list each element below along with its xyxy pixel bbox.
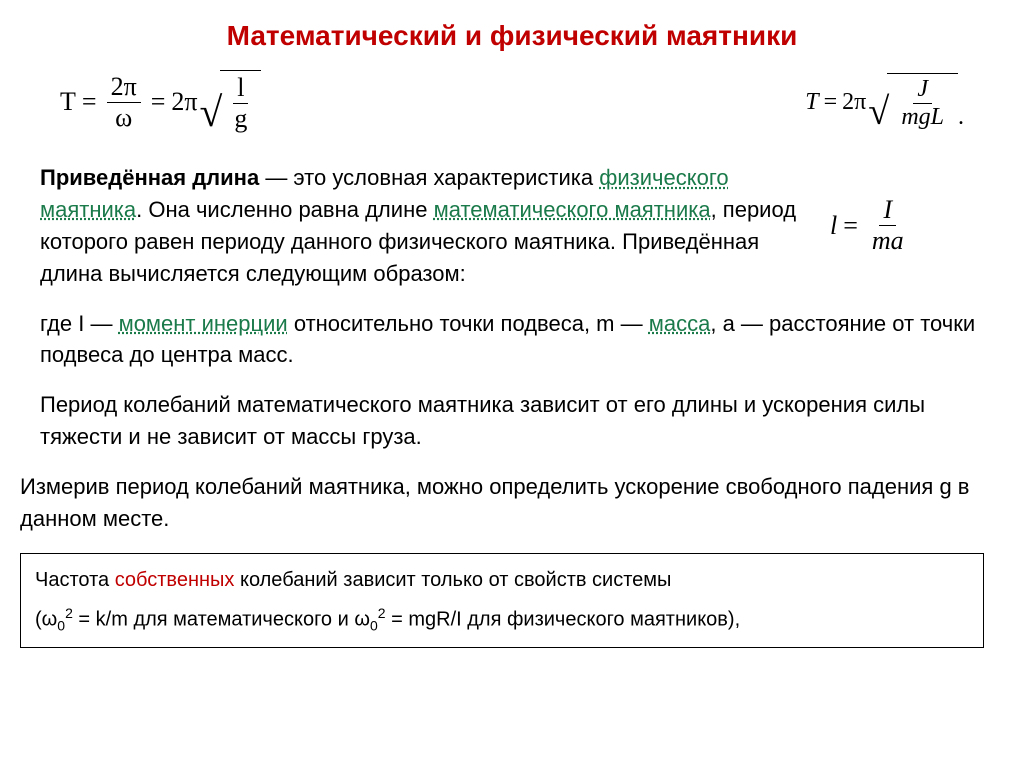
paragraph-4: Измерив период колебаний маятника, можно… [20, 471, 984, 535]
num-l: l [233, 73, 248, 104]
box-sup1: 2 [65, 605, 73, 621]
paragraph-2: где I — момент инерции относительно точк… [40, 308, 984, 372]
sqrt-sign-icon: √ [200, 92, 223, 134]
sym-eq3: = [824, 89, 838, 116]
box-l2-c: = mgR/I для физического маятников), [386, 609, 741, 631]
frac-j-mgl: J mgL [897, 76, 948, 131]
sqrt-sign-icon2: √ [868, 93, 889, 131]
sym-eq2: = [151, 87, 166, 117]
link-moment-inertia[interactable]: момент инерции [119, 311, 288, 336]
box-l2-a: (ω [35, 609, 57, 631]
frac-l-g: l g [230, 73, 251, 134]
sym-T: T [60, 87, 76, 117]
boxed-note: Частота собственных колебаний зависит то… [20, 553, 984, 648]
frac-2pi-omega: 2π ω [107, 72, 141, 133]
p2-t1: где I — [40, 311, 119, 336]
term-reduced-length: Приведённая длина [40, 165, 259, 190]
formula-reduced-length: l = I ma [830, 195, 912, 256]
p1-t3: . Она численно равна длине [136, 197, 433, 222]
paragraph-3: Период колебаний математического маятник… [40, 389, 984, 453]
num-2pi: 2π [107, 72, 141, 103]
box-l1-a: Частота [35, 569, 115, 591]
box-l2-b: = k/m для математического и ω [73, 609, 370, 631]
den-omega: ω [111, 103, 136, 133]
p1-t2: — это условная характеристика [259, 165, 599, 190]
box-sup2: 2 [378, 605, 386, 621]
sym-eq4: = [843, 211, 858, 241]
sqrt-l-g: √ l g [200, 70, 262, 134]
box-sub2: 0 [370, 618, 378, 634]
sym-2pi: 2π [171, 87, 197, 117]
sqrt-j-mgl: √ J mgL [868, 73, 958, 131]
formula-phys-pendulum: T = 2π √ J mgL . [805, 73, 964, 131]
den-mgL: mgL [897, 104, 948, 131]
box-l1-b: собственных [115, 569, 235, 591]
p2-t2: относительно точки подвеса, m — [288, 311, 649, 336]
num-J: J [913, 76, 932, 104]
sym-2pi2: 2π [842, 89, 866, 116]
box-line1: Частота собственных колебаний зависит то… [35, 564, 969, 596]
den-ma: ma [868, 226, 908, 256]
formula-row: T = 2π ω = 2π √ l g T = 2π [40, 70, 984, 134]
sym-l: l [830, 211, 837, 241]
box-line2: (ω02 = k/m для математического и ω02 = m… [35, 602, 969, 637]
link-mass[interactable]: масса [649, 311, 711, 336]
sym-dot: . [958, 104, 964, 131]
box-l1-c: колебаний зависит только от свойств сист… [234, 569, 671, 591]
sym-eq: = [82, 87, 97, 117]
num-I: I [879, 195, 896, 226]
paragraph-1: Приведённая длина — это условная характе… [40, 162, 800, 290]
box-sub1: 0 [57, 618, 65, 634]
link-math-pendulum[interactable]: математического маятника [434, 197, 711, 222]
den-g: g [230, 104, 251, 134]
frac-I-ma: I ma [868, 195, 908, 256]
formula-math-pendulum: T = 2π ω = 2π √ l g [60, 70, 261, 134]
slide-title: Математический и физический маятники [40, 20, 984, 52]
sym-T2: T [805, 89, 818, 116]
